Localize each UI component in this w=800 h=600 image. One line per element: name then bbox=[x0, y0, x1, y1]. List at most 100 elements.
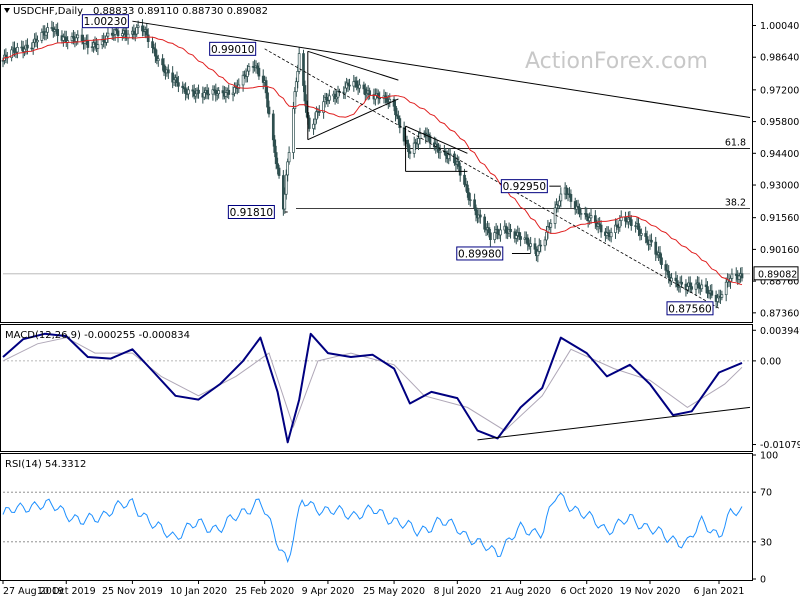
candle-body bbox=[296, 70, 300, 83]
long-resistance-trendline bbox=[132, 20, 751, 118]
candle-body bbox=[412, 142, 416, 154]
candle-body bbox=[205, 89, 209, 95]
candle-body bbox=[184, 88, 187, 95]
candle-body bbox=[496, 229, 499, 234]
candle-body bbox=[724, 281, 728, 296]
candle-body bbox=[135, 27, 139, 35]
candle-body bbox=[466, 184, 469, 193]
candle-body bbox=[405, 140, 409, 145]
candle-body bbox=[588, 217, 591, 222]
candle-body bbox=[680, 281, 683, 285]
candle-body bbox=[44, 31, 48, 36]
candle-body bbox=[227, 89, 231, 95]
candle-body bbox=[737, 275, 741, 280]
candle-body bbox=[700, 284, 704, 290]
dropdown-triangle-icon[interactable] bbox=[4, 8, 10, 13]
candle-body bbox=[233, 87, 236, 94]
candle-body bbox=[720, 294, 724, 298]
candle-body bbox=[402, 127, 406, 142]
candle-body bbox=[468, 199, 472, 201]
rsi-y-tick-label: 100 bbox=[760, 451, 778, 462]
candle-body bbox=[417, 138, 420, 145]
candle-body bbox=[307, 117, 311, 129]
candle-body bbox=[224, 92, 228, 97]
candle-body bbox=[378, 97, 382, 100]
candle-body bbox=[686, 286, 689, 291]
candle-body bbox=[578, 207, 581, 214]
rsi-layer bbox=[2, 491, 750, 564]
macd-panel bbox=[0, 324, 753, 452]
candle-body bbox=[141, 25, 144, 32]
candle-body bbox=[266, 92, 269, 108]
candle-body bbox=[217, 90, 221, 95]
candle-body bbox=[151, 41, 154, 49]
candle-body bbox=[343, 87, 347, 94]
candle-body bbox=[463, 174, 466, 185]
candle-body bbox=[166, 69, 170, 74]
fib-label: 61.8 bbox=[725, 138, 746, 149]
candle-body bbox=[499, 229, 502, 236]
level-label-text: 0.87560 bbox=[668, 303, 711, 315]
candle-body bbox=[284, 174, 288, 195]
candle-body bbox=[313, 118, 317, 125]
candle-body bbox=[16, 47, 19, 53]
candle-body bbox=[287, 152, 291, 163]
level-label-box bbox=[666, 301, 714, 316]
candle-body bbox=[569, 194, 573, 202]
candle-body bbox=[489, 232, 492, 240]
candle-body bbox=[579, 213, 583, 215]
candle-body bbox=[368, 90, 371, 95]
candle-body bbox=[565, 187, 568, 195]
candle-body bbox=[514, 235, 518, 239]
candle-body bbox=[36, 40, 39, 43]
candle-body bbox=[23, 48, 26, 52]
candle-body bbox=[46, 27, 49, 33]
rsi-y-tick-label: 0 bbox=[760, 575, 766, 586]
candle-body bbox=[650, 239, 653, 243]
candle-body bbox=[457, 161, 461, 167]
level-label-text: 0.92950 bbox=[503, 181, 546, 193]
candle-body bbox=[116, 30, 120, 37]
ohlc-values: 0.88833 0.89110 0.88730 0.89082 bbox=[93, 6, 268, 17]
candle-body bbox=[688, 282, 692, 287]
level-label-box bbox=[209, 41, 257, 56]
candle-body bbox=[624, 216, 627, 222]
candle-body bbox=[355, 80, 359, 88]
level-label-text: 0.99010 bbox=[211, 44, 254, 56]
candle-body bbox=[545, 231, 548, 241]
candle-body bbox=[645, 236, 649, 243]
candle-body bbox=[539, 244, 543, 247]
candle-body bbox=[675, 280, 679, 287]
candle-body bbox=[277, 167, 281, 176]
candle-body bbox=[276, 163, 279, 169]
level-label-box bbox=[456, 246, 504, 261]
x-tick-label: 10 Jan 2020 bbox=[170, 586, 227, 597]
axis-layer: 1.00040 0.98640 0.97200 0.95800 0.94400 0.930… bbox=[2, 21, 800, 597]
x-tick-label: 10 Oct 2019 bbox=[37, 586, 96, 597]
candle-body bbox=[162, 64, 166, 73]
candle-body bbox=[559, 193, 563, 202]
x-tick-label: 6 Oct 2020 bbox=[560, 586, 613, 597]
candle-body bbox=[154, 48, 157, 57]
rsi-line bbox=[2, 492, 743, 564]
level-label-text: 0.91810 bbox=[230, 207, 273, 219]
candle-body bbox=[161, 58, 164, 66]
level-label-box bbox=[81, 14, 129, 29]
candle-body bbox=[730, 273, 734, 279]
level-label-text: 1.00230 bbox=[84, 16, 127, 28]
candle-body bbox=[504, 225, 508, 233]
candle-body bbox=[474, 207, 478, 216]
candle-body bbox=[585, 213, 589, 218]
fib-label: 38.2 bbox=[725, 198, 746, 209]
rsi-y-tick-label: 70 bbox=[760, 488, 772, 499]
candle-body bbox=[317, 111, 321, 113]
macd-trendline bbox=[477, 406, 751, 441]
candle-body bbox=[56, 29, 59, 37]
candle-body bbox=[257, 67, 261, 77]
candle-body bbox=[640, 233, 643, 236]
candle-body bbox=[398, 118, 402, 129]
candle-body bbox=[293, 91, 297, 110]
candle-body bbox=[273, 139, 277, 153]
candle-body bbox=[629, 219, 633, 226]
